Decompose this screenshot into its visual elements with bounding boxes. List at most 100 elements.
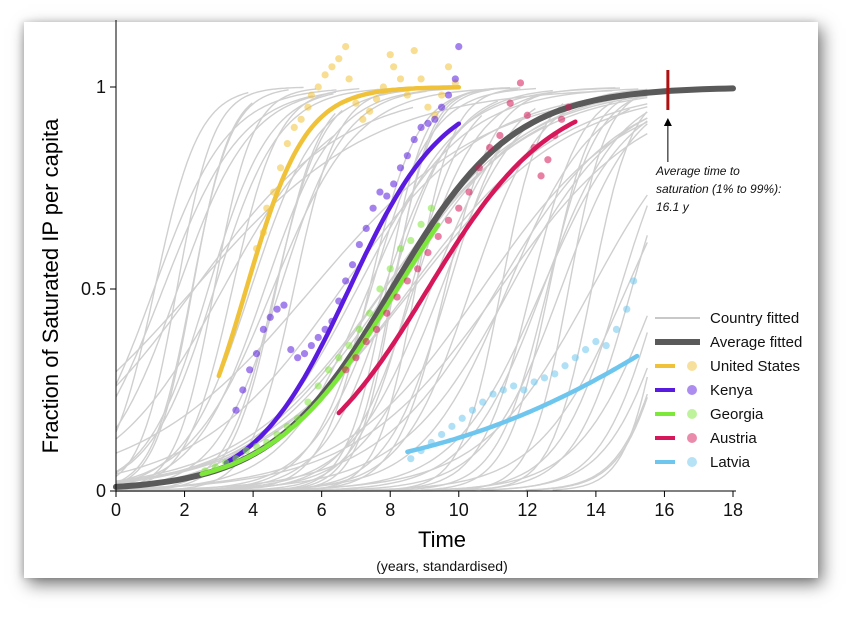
data-point-kenya [342, 277, 350, 285]
data-point-austria [444, 216, 453, 224]
annotation-line-2: saturation (1% to 99%): [656, 182, 781, 196]
data-point-kenya [314, 333, 322, 342]
data-point-austria [393, 293, 401, 301]
data-point-united-states [307, 91, 315, 99]
fitted-line-latvia [405, 353, 640, 455]
data-point-united-states [314, 83, 322, 91]
data-point-latvia [602, 341, 610, 350]
country-fitted-curve [420, 90, 646, 491]
data-point-georgia [407, 236, 415, 245]
series-latvia [405, 277, 640, 463]
legend-swatch-dot [687, 361, 697, 371]
country-fitted-curve [116, 88, 455, 486]
country-fitted-curve [116, 102, 253, 486]
country-fitted-curve [311, 111, 648, 491]
country-fitted-curve [484, 332, 648, 491]
data-point-austria [475, 164, 483, 172]
data-point-austria [342, 366, 350, 374]
data-point-austria [362, 337, 370, 346]
data-point-latvia [448, 422, 456, 430]
x-tick-label: 8 [385, 500, 395, 520]
data-point-kenya [239, 386, 247, 394]
data-point-kenya [307, 341, 315, 350]
data-point-latvia [540, 374, 549, 382]
country-fitted-curve [335, 123, 648, 491]
data-point-georgia [396, 245, 405, 253]
legend-item-georgia: Georgia [655, 406, 764, 423]
data-point-kenya [355, 240, 363, 249]
data-point-kenya [232, 406, 240, 414]
country-fitted-curves [116, 86, 648, 492]
data-point-georgia [345, 341, 353, 350]
x-tick-label: 10 [449, 500, 469, 520]
data-point-kenya [431, 115, 439, 123]
country-fitted-curve [421, 315, 648, 491]
data-point-united-states [424, 103, 432, 111]
data-point-latvia [479, 398, 487, 406]
data-point-kenya [362, 224, 370, 232]
legend-item-united-states: United States [655, 358, 800, 375]
legend-label: Country fitted [710, 310, 799, 327]
series-kenya [223, 43, 463, 466]
data-point-kenya [266, 313, 274, 321]
data-point-united-states [417, 75, 425, 83]
arrow-head-icon [663, 118, 672, 126]
legend-label: Austria [710, 430, 757, 447]
data-point-kenya [252, 350, 261, 358]
legend-swatch-dot [687, 385, 697, 395]
data-point-latvia [551, 370, 559, 378]
data-point-latvia [407, 455, 415, 463]
data-point-kenya [455, 43, 463, 51]
country-fitted-curve [116, 106, 648, 483]
data-point-kenya [451, 75, 459, 83]
data-point-georgia [314, 382, 322, 390]
data-point-united-states [372, 95, 381, 103]
data-point-austria [523, 111, 531, 119]
legend-item-kenya: Kenya [655, 382, 753, 399]
axis-labels: Time (years, standardised) Fraction of S… [38, 118, 508, 574]
data-point-latvia [561, 362, 569, 370]
data-point-georgia [335, 354, 343, 362]
data-point-united-states [304, 103, 312, 111]
x-tick-label: 14 [586, 500, 606, 520]
data-point-georgia [252, 442, 261, 451]
country-fitted-curve [297, 93, 543, 491]
data-point-georgia [417, 220, 425, 228]
data-point-austria [496, 131, 504, 140]
data-point-kenya [369, 204, 377, 212]
data-point-kenya [417, 123, 425, 131]
data-point-united-states [297, 115, 305, 123]
data-point-georgia [304, 398, 312, 406]
country-fitted-curve [116, 95, 313, 398]
data-point-kenya [383, 192, 391, 200]
data-point-united-states [342, 43, 350, 51]
data-point-united-states [396, 75, 405, 83]
data-point-latvia [612, 325, 621, 333]
data-point-georgia [355, 325, 363, 333]
data-point-austria [465, 188, 473, 196]
country-fitted-curve [116, 89, 289, 484]
data-point-georgia [242, 447, 250, 455]
data-point-united-states [290, 123, 298, 131]
x-axis-title: Time [418, 527, 466, 552]
country-fitted-curve [116, 106, 414, 387]
legend-label: Georgia [710, 406, 764, 423]
country-fitted-curve [116, 91, 336, 429]
legend-label: Latvia [710, 454, 751, 471]
legend-label: United States [710, 358, 800, 375]
x-tick-label: 0 [111, 500, 121, 520]
data-point-united-states [335, 55, 343, 63]
country-fitted-curve [189, 130, 516, 491]
x-tick-label: 2 [180, 500, 190, 520]
data-point-kenya [294, 354, 302, 362]
legend-label: Kenya [710, 382, 753, 399]
legend-swatch-dot [687, 409, 697, 419]
country-fitted-curve [525, 393, 648, 491]
data-point-kenya [246, 366, 254, 374]
data-point-kenya [259, 325, 267, 333]
data-point-latvia [520, 386, 528, 394]
data-point-austria [403, 277, 411, 285]
data-point-latvia [592, 337, 600, 346]
data-point-latvia [510, 382, 518, 390]
data-point-united-states [366, 107, 374, 115]
